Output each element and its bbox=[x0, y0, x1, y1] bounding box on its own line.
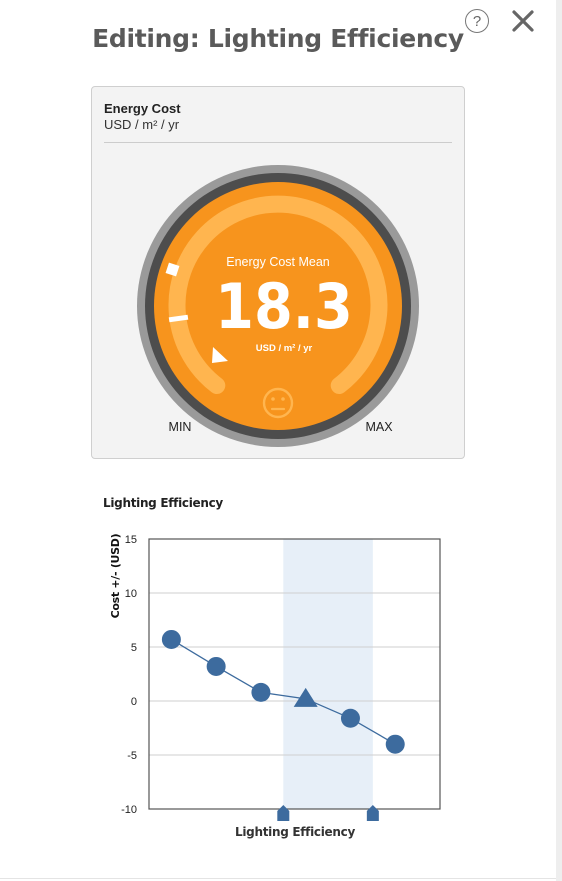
plot-frame bbox=[148, 538, 441, 810]
y-tick-label: 5 bbox=[131, 642, 137, 654]
data-point bbox=[161, 629, 181, 649]
chart-y-axis-label: Cost +/- (USD) bbox=[109, 533, 122, 618]
gauge-min-label: MIN bbox=[169, 420, 192, 434]
gauge-marker-lower bbox=[168, 314, 189, 323]
chart-series bbox=[161, 629, 405, 754]
chart-background bbox=[149, 539, 440, 809]
gauge-face bbox=[154, 182, 402, 430]
y-tick-label: -5 bbox=[127, 750, 137, 762]
data-point bbox=[251, 682, 271, 702]
close-button[interactable] bbox=[510, 8, 536, 34]
help-button[interactable]: ? bbox=[465, 9, 489, 33]
panel-edge bbox=[556, 0, 562, 881]
gauge: Energy Cost Mean 18.3 USD / m² / yr MIN … bbox=[137, 165, 419, 447]
range-handle-left[interactable] bbox=[277, 805, 290, 821]
data-point bbox=[340, 708, 360, 728]
gauge-pointer bbox=[212, 347, 228, 363]
gauge-marker-upper bbox=[165, 262, 180, 277]
metric-unit: USD / m² / yr bbox=[104, 117, 180, 132]
gauge-value-unit: USD / m² / yr bbox=[256, 343, 313, 354]
data-point bbox=[206, 656, 226, 676]
chart-section-label: Lighting Efficiency bbox=[103, 496, 223, 510]
gauge-value: 18.3 bbox=[215, 270, 353, 343]
neutral-face-icon bbox=[262, 387, 294, 419]
page-title: Editing: Lighting Efficiency bbox=[92, 24, 464, 53]
current-value-marker bbox=[293, 687, 318, 707]
chart-range-handles[interactable] bbox=[277, 805, 379, 821]
range-handle-right[interactable] bbox=[366, 805, 379, 821]
help-icon: ? bbox=[472, 12, 482, 30]
data-point bbox=[385, 734, 405, 754]
y-tick-label: 0 bbox=[131, 696, 137, 708]
metric-name: Energy Cost bbox=[104, 101, 181, 116]
y-tick-label: 15 bbox=[125, 534, 137, 546]
gauge-center-label: Energy Cost Mean bbox=[226, 255, 330, 269]
gauge-max-label: MAX bbox=[365, 420, 393, 434]
card-divider bbox=[104, 142, 452, 143]
y-tick-label: -10 bbox=[121, 804, 137, 816]
selected-range-band bbox=[283, 539, 373, 809]
chart-y-ticks: 15 10 5 0 -5 -10 bbox=[121, 534, 137, 816]
chart-x-axis-label: Lighting Efficiency bbox=[235, 825, 355, 839]
chart-gridlines bbox=[148, 538, 441, 810]
close-icon bbox=[512, 10, 534, 32]
y-tick-label: 10 bbox=[125, 588, 137, 600]
